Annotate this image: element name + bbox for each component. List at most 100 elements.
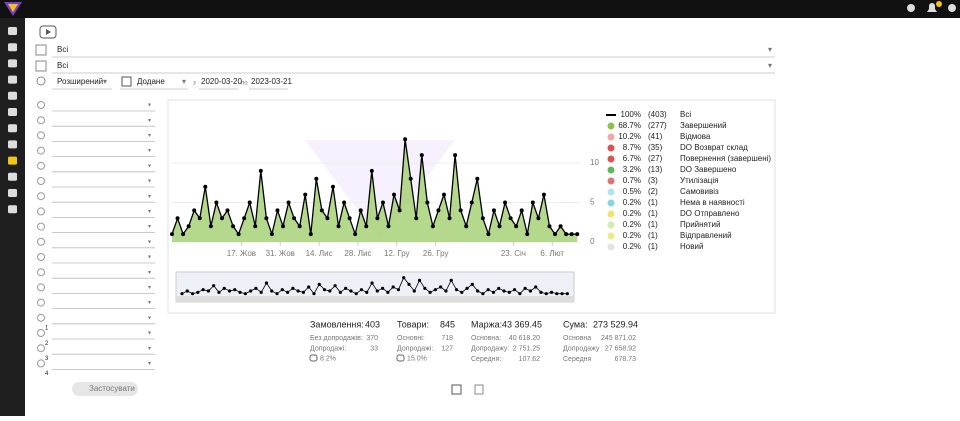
legend-count: (1) [648,209,658,218]
navigator-point [264,281,269,285]
dropdown-arrow: ▾ [148,103,151,109]
video-button[interactable] [39,25,57,39]
navigator-point [370,281,374,285]
data-point [214,200,219,205]
data-point [436,208,441,213]
data-point [186,224,191,229]
date-to[interactable]: 2023-03-21 [251,77,292,86]
y-tick-label: 5 [590,198,595,207]
navigator-point [301,290,306,294]
legend-share: 10.2% [618,132,641,141]
stat-label: Допродажі: [310,344,346,352]
filter-icon [37,298,45,307]
sidebar-icon[interactable] [8,140,17,149]
dropdown-arrow: ▾ [148,346,151,352]
data-point [453,153,458,158]
settings-icon[interactable] [948,4,956,12]
navigator-point [312,292,316,296]
list-view-button[interactable] [451,384,462,395]
data-point [541,192,546,197]
notifications-icon[interactable] [927,3,937,12]
legend-share: 100% [621,110,641,119]
x-tick-label: 23. Січ [501,249,526,258]
filter-icon [37,344,45,353]
stat-title: Замовлення: [310,319,364,329]
warehouse-select[interactable]: Всі [57,61,68,70]
navigator-point [333,284,337,288]
navigator-point [402,276,406,280]
chart: 0 5 10 17. Жов 31. Жов 14. Лис 28. Лис 12. Гру 2… [170,110,771,303]
filter-icon [37,222,45,231]
filter-index: 2 [45,341,49,347]
stat-total: 403 [365,319,380,329]
navigator-point [365,290,369,294]
data-point [181,232,186,237]
sidebar-icon[interactable] [8,156,17,165]
navigator-point [481,292,485,296]
sidebar-icon[interactable] [8,27,17,35]
navigator-point [344,286,348,290]
legend-count: (41) [648,132,663,141]
stat-total: 845 [440,319,455,329]
sidebar-icon[interactable] [8,205,17,214]
sidebar-icon[interactable] [8,172,17,181]
legend-name: Завершений [680,121,727,130]
stat-share: 8.2% [320,355,336,362]
date-field-select[interactable]: Додане [137,77,165,86]
sidebar-icon[interactable] [8,189,17,197]
navigator-point [206,289,210,293]
navigator-point [296,289,300,293]
sidebar-icon[interactable] [8,124,17,133]
stat-value: 678.73 [615,356,637,363]
data-point [325,216,330,221]
sidebar-icon[interactable] [8,108,17,116]
dropdown-arrow: ▾ [148,163,151,169]
navigator-scrollbar[interactable] [176,296,574,302]
legend-count: (1) [648,231,658,240]
data-point [458,208,463,213]
filter-index: 1 [45,326,49,332]
legend-marker [607,122,615,130]
apply-button[interactable] [72,382,138,396]
navigator-point [544,292,548,296]
data-point [403,137,408,142]
legend-name: DO Завершено [680,165,737,174]
legend-share: 8.7% [623,143,641,152]
navigator-point [423,286,427,290]
legend-name: Самовивіз [680,187,719,196]
box-view-button[interactable] [474,384,484,395]
legend-share: 68.7% [618,121,641,130]
stat-value: 107.62 [519,356,541,363]
navigator-point [238,290,242,294]
navigator-point [560,292,564,296]
navigator-point [549,290,554,294]
mode-select[interactable]: Розширений [57,77,103,86]
stat-total: 273 529.94 [593,319,638,329]
date-from[interactable]: 2020-03-20 [201,77,242,86]
sidebar-icon[interactable] [8,91,17,100]
user-icon[interactable] [907,4,915,12]
legend-count: (13) [648,165,663,174]
group-select[interactable]: Всі [57,45,68,54]
legend-marker [607,177,615,185]
legend-marker [607,144,615,152]
navigator-point [190,292,195,296]
legend-name: Відправлений [680,231,732,240]
data-point [203,184,208,189]
navigator-point [338,290,342,294]
stat-label: Допродажі: [397,344,433,352]
navigator-point [417,278,422,282]
sidebar-icon[interactable] [8,59,17,68]
filter-icon [37,283,45,292]
stat-value: 127 [441,345,453,352]
sidebar-icon[interactable] [8,43,17,52]
filter-icon [37,268,45,277]
legend-marker [607,199,615,207]
navigator-point [449,278,453,282]
sidebar-icon[interactable] [8,75,17,84]
navigator-point [354,292,358,296]
data-point [414,216,419,221]
dropdown-arrow: ▾ [768,45,772,54]
data-point [397,208,402,213]
legend-count: (277) [648,121,667,130]
